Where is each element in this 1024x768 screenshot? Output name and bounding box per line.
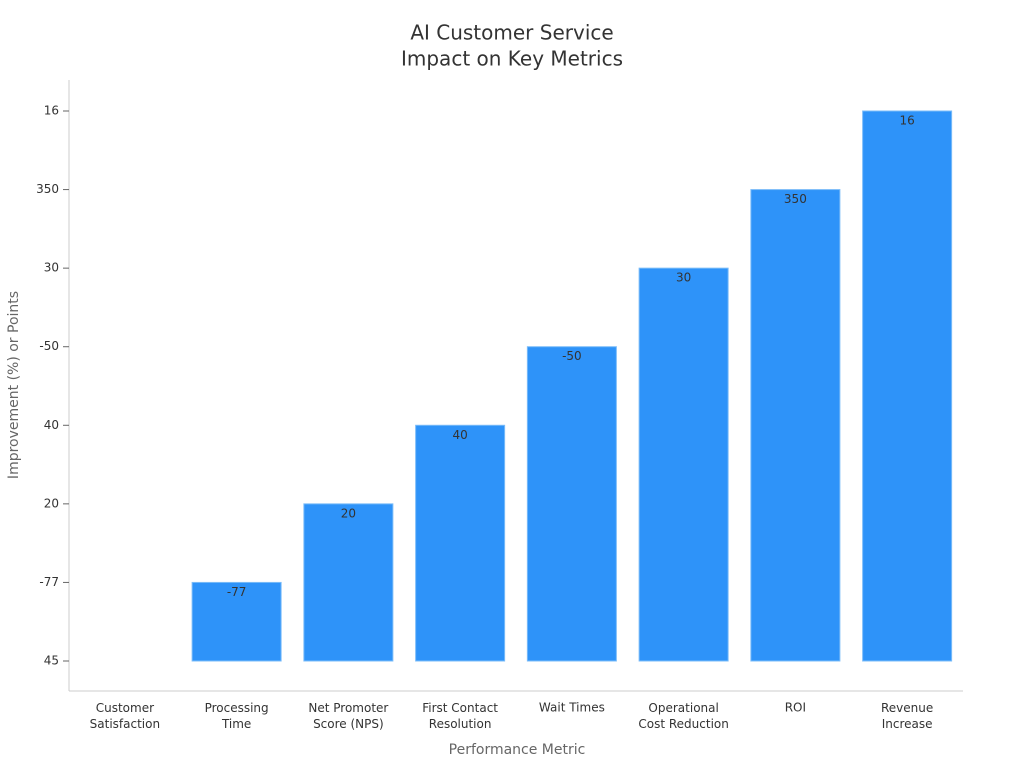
data-label: 16: [899, 114, 914, 128]
bar: [191, 581, 282, 662]
y-axis-title: Improvement (%) or Points: [6, 291, 22, 479]
y-tick-label: 45: [44, 654, 59, 668]
y-tick-label: 350: [36, 182, 59, 196]
y-tick-label: 40: [44, 418, 59, 432]
y-tick-label: -50: [39, 339, 59, 353]
data-label: 30: [676, 271, 691, 285]
data-label: 40: [452, 428, 467, 442]
chart-title: AI Customer Service: [410, 21, 613, 45]
y-tick-label: 20: [44, 496, 59, 510]
y-tick-label: -77: [39, 575, 59, 589]
x-tick-label: Operational Cost Reduction: [638, 701, 728, 731]
data-label: -77: [227, 585, 247, 599]
bar: [415, 424, 506, 662]
y-tick-label: 30: [44, 261, 59, 275]
bar: [303, 503, 394, 662]
x-tick-label: Net Promoter Score (NPS): [308, 701, 388, 731]
chart-title: Impact on Key Metrics: [401, 47, 623, 71]
x-tick-label: Processing Time: [205, 701, 269, 731]
data-label: 350: [784, 192, 807, 206]
data-label: 20: [341, 506, 356, 520]
x-tick-label: ROI: [785, 701, 806, 715]
x-tick-label: Wait Times: [539, 701, 605, 715]
x-axis-title: Performance Metric: [449, 742, 586, 758]
bar: [526, 346, 617, 662]
x-tick-label: Revenue Increase: [881, 701, 933, 731]
bar: [638, 267, 729, 662]
bar: [750, 189, 841, 662]
x-tick-label: First Contact Resolution: [422, 701, 498, 731]
data-label: -50: [562, 349, 582, 363]
y-tick-label: 16: [44, 104, 59, 118]
x-tick-label: Customer Satisfaction: [90, 701, 160, 731]
bar: [862, 110, 953, 662]
